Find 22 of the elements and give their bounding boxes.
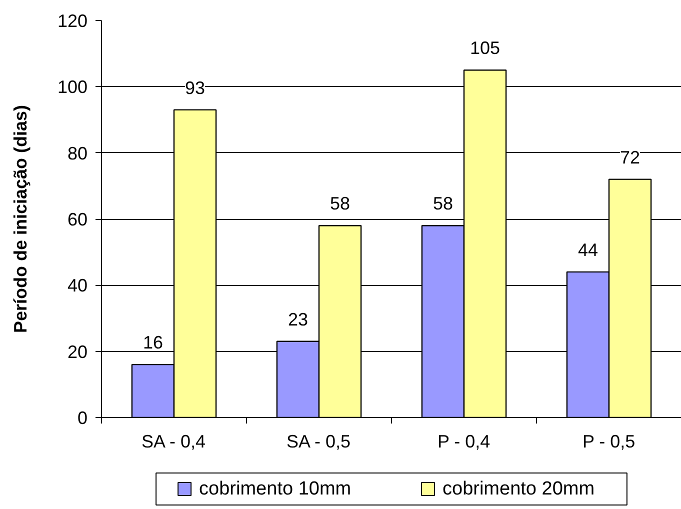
- x-tick-label: SA - 0,4: [141, 432, 206, 452]
- data-label: 16: [142, 332, 163, 353]
- data-label: 58: [432, 194, 453, 214]
- data-label: 105: [470, 38, 500, 58]
- y-tick-label: 100: [57, 77, 88, 98]
- x-tick-label: SA - 0,5: [286, 432, 351, 452]
- data-label: 58: [330, 194, 350, 214]
- data-label: 23: [288, 309, 308, 330]
- legend-label: cobrimento 20mm: [442, 478, 595, 500]
- y-tick-label: 120: [57, 11, 88, 31]
- y-tick-label: 80: [67, 143, 88, 164]
- data-label: 72: [620, 147, 640, 168]
- y-axis-title: Período de iniciação (dias): [10, 104, 30, 334]
- x-tick-label: P - 0,5: [582, 432, 636, 452]
- data-label: 93: [185, 78, 206, 98]
- y-tick-label: 40: [67, 276, 88, 296]
- y-tick-label: 60: [67, 210, 88, 230]
- x-tick-label: P - 0,4: [437, 432, 490, 452]
- data-label: 44: [578, 240, 598, 260]
- y-tick-label: 20: [67, 342, 88, 362]
- legend-label: cobrimento 10mm: [199, 478, 352, 500]
- y-tick-label: 0: [77, 408, 88, 428]
